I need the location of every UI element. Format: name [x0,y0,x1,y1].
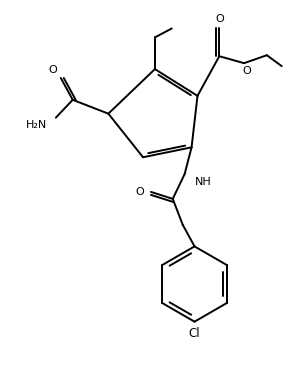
Text: Cl: Cl [189,327,200,340]
Text: NH: NH [194,177,211,187]
Text: O: O [215,14,224,23]
Text: O: O [136,187,145,197]
Text: O: O [48,65,57,75]
Text: H₂N: H₂N [25,120,47,130]
Text: O: O [243,66,251,76]
